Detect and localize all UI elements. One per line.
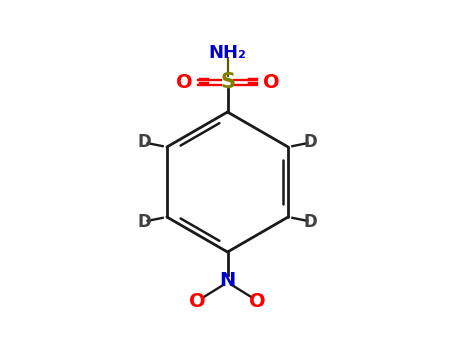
Text: =: =	[196, 73, 210, 91]
Text: O: O	[249, 292, 266, 311]
Text: D: D	[304, 133, 318, 152]
Text: N: N	[219, 271, 236, 290]
Text: D: D	[137, 212, 151, 231]
Text: =: =	[245, 73, 259, 91]
Text: O: O	[263, 73, 279, 92]
Text: D: D	[137, 133, 151, 152]
Text: O: O	[189, 292, 206, 311]
Text: D: D	[304, 212, 318, 231]
Text: S: S	[220, 72, 235, 92]
Text: O: O	[176, 73, 192, 92]
Text: NH₂: NH₂	[208, 43, 247, 62]
